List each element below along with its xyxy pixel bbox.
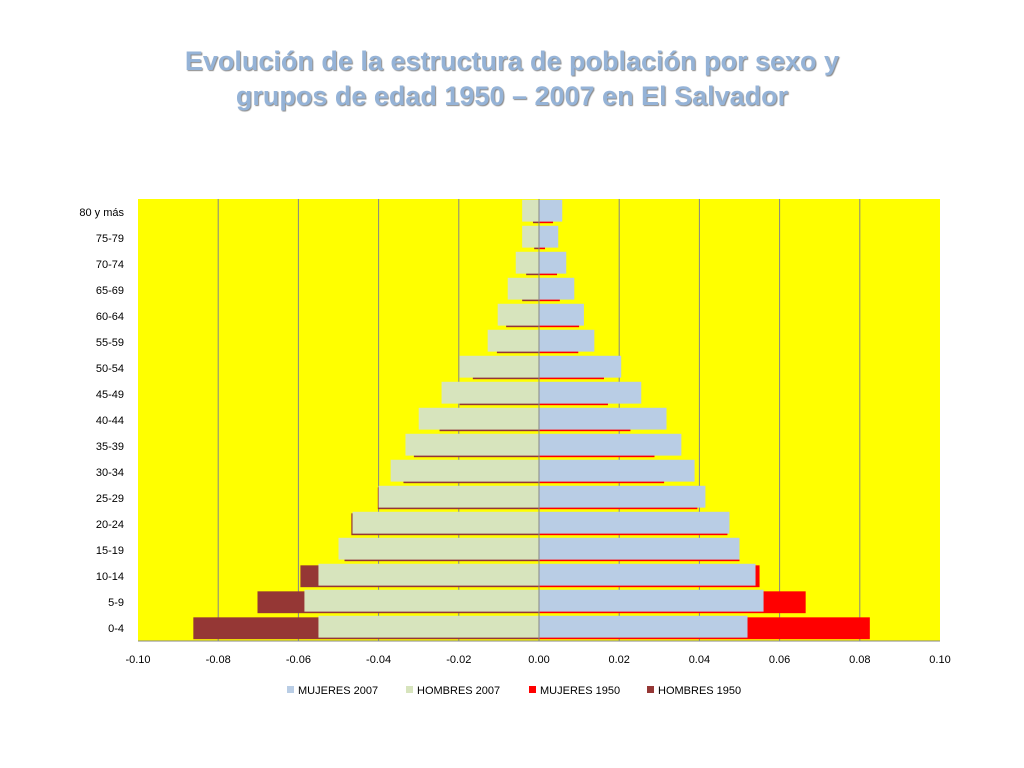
bar-mujeres-2007 bbox=[539, 251, 567, 274]
y-tick-label: 30-34 bbox=[96, 467, 124, 479]
y-tick-label: 80 y más bbox=[79, 207, 124, 219]
bar-hombres-2007 bbox=[318, 563, 539, 586]
legend-swatch bbox=[647, 686, 654, 693]
slide-title-line1: Evolución de la estructura de población … bbox=[184, 46, 840, 76]
y-tick-label: 70-74 bbox=[96, 259, 124, 271]
x-tick-label: 0.08 bbox=[849, 654, 870, 666]
bar-hombres-2007 bbox=[515, 251, 539, 274]
x-tick-label: -0.08 bbox=[206, 654, 231, 666]
bar-hombres-2007 bbox=[487, 329, 539, 352]
bar-mujeres-2007 bbox=[539, 615, 748, 638]
bar-mujeres-2007 bbox=[539, 381, 642, 404]
y-tick-label: 45-49 bbox=[96, 389, 124, 401]
bar-hombres-2007 bbox=[390, 459, 539, 482]
y-tick-label: 35-39 bbox=[96, 441, 124, 453]
x-tick-label: 0.00 bbox=[528, 654, 549, 666]
legend-swatch bbox=[287, 686, 294, 693]
y-tick-label: 10-14 bbox=[96, 571, 124, 583]
slide-title: Evolución de la estructura de población … bbox=[0, 44, 1024, 114]
bar-hombres-2007 bbox=[522, 199, 539, 222]
x-tick-label: -0.06 bbox=[286, 654, 311, 666]
slide-title-line2: grupos de edad 1950 – 2007 en El Salvado… bbox=[235, 81, 789, 111]
bar-hombres-2007 bbox=[318, 615, 539, 638]
bar-hombres-2007 bbox=[352, 511, 539, 534]
legend-label: MUJERES 1950 bbox=[540, 685, 620, 697]
y-tick-label: 40-44 bbox=[96, 415, 124, 427]
x-tick-label: -0.04 bbox=[366, 654, 391, 666]
legend-label: HOMBRES 1950 bbox=[658, 685, 741, 697]
y-tick-label: 0-4 bbox=[108, 623, 124, 635]
bar-mujeres-2007 bbox=[539, 459, 695, 482]
y-tick-label: 20-24 bbox=[96, 519, 124, 531]
y-tick-label: 25-29 bbox=[96, 493, 124, 505]
bar-hombres-2007 bbox=[497, 303, 539, 326]
bar-mujeres-2007 bbox=[539, 563, 756, 586]
x-tick-label: 0.04 bbox=[689, 654, 710, 666]
bar-mujeres-2007 bbox=[539, 277, 575, 300]
x-tick-label: -0.10 bbox=[125, 654, 150, 666]
bar-hombres-2007 bbox=[378, 485, 539, 508]
bar-mujeres-2007 bbox=[539, 407, 667, 430]
legend-swatch bbox=[406, 686, 413, 693]
x-tick-label: 0.02 bbox=[608, 654, 629, 666]
bar-mujeres-2007 bbox=[539, 303, 584, 326]
bar-hombres-2007 bbox=[522, 225, 539, 248]
bar-mujeres-2007 bbox=[539, 537, 740, 560]
bar-hombres-2007 bbox=[459, 355, 539, 378]
bar-mujeres-2007 bbox=[539, 199, 563, 222]
y-tick-label: 60-64 bbox=[96, 311, 124, 323]
bar-mujeres-2007 bbox=[539, 433, 682, 456]
bar-hombres-2007 bbox=[507, 277, 539, 300]
legend-swatch bbox=[529, 686, 536, 693]
bars bbox=[193, 199, 870, 641]
bar-mujeres-2007 bbox=[539, 485, 706, 508]
bar-hombres-2007 bbox=[441, 381, 539, 404]
bar-mujeres-2007 bbox=[539, 355, 622, 378]
legend-label: HOMBRES 2007 bbox=[417, 685, 500, 697]
y-tick-label: 5-9 bbox=[108, 597, 124, 609]
y-tick-label: 75-79 bbox=[96, 233, 124, 245]
y-tick-label: 55-59 bbox=[96, 337, 124, 349]
bar-hombres-2007 bbox=[338, 537, 539, 560]
x-tick-label: 0.06 bbox=[769, 654, 790, 666]
x-tick-labels: -0.10 -0.08 -0.06 -0.04 -0.02 0.00 0.02 0.04 0.0… bbox=[125, 654, 950, 666]
bar-hombres-2007 bbox=[418, 407, 539, 430]
y-tick-label: 50-54 bbox=[96, 363, 124, 375]
bar-mujeres-2007 bbox=[539, 589, 764, 612]
x-tick-label: 0.10 bbox=[929, 654, 950, 666]
y-tick-label: 65-69 bbox=[96, 285, 124, 297]
legend: MUJERES 2007 HOMBRES 2007 MUJERES 1950 HOMB… bbox=[287, 685, 741, 697]
bar-mujeres-2007 bbox=[539, 511, 730, 534]
bar-hombres-2007 bbox=[304, 589, 539, 612]
legend-label: MUJERES 2007 bbox=[298, 685, 378, 697]
y-tick-labels: 0-4 5-9 10-14 15-19 20-24 25-29 30-34 35-39 40-4… bbox=[79, 207, 124, 635]
bar-hombres-2007 bbox=[405, 433, 539, 456]
bar-mujeres-2007 bbox=[539, 225, 559, 248]
x-tick-label: -0.02 bbox=[446, 654, 471, 666]
y-tick-label: 15-19 bbox=[96, 545, 124, 557]
bar-mujeres-2007 bbox=[539, 329, 595, 352]
